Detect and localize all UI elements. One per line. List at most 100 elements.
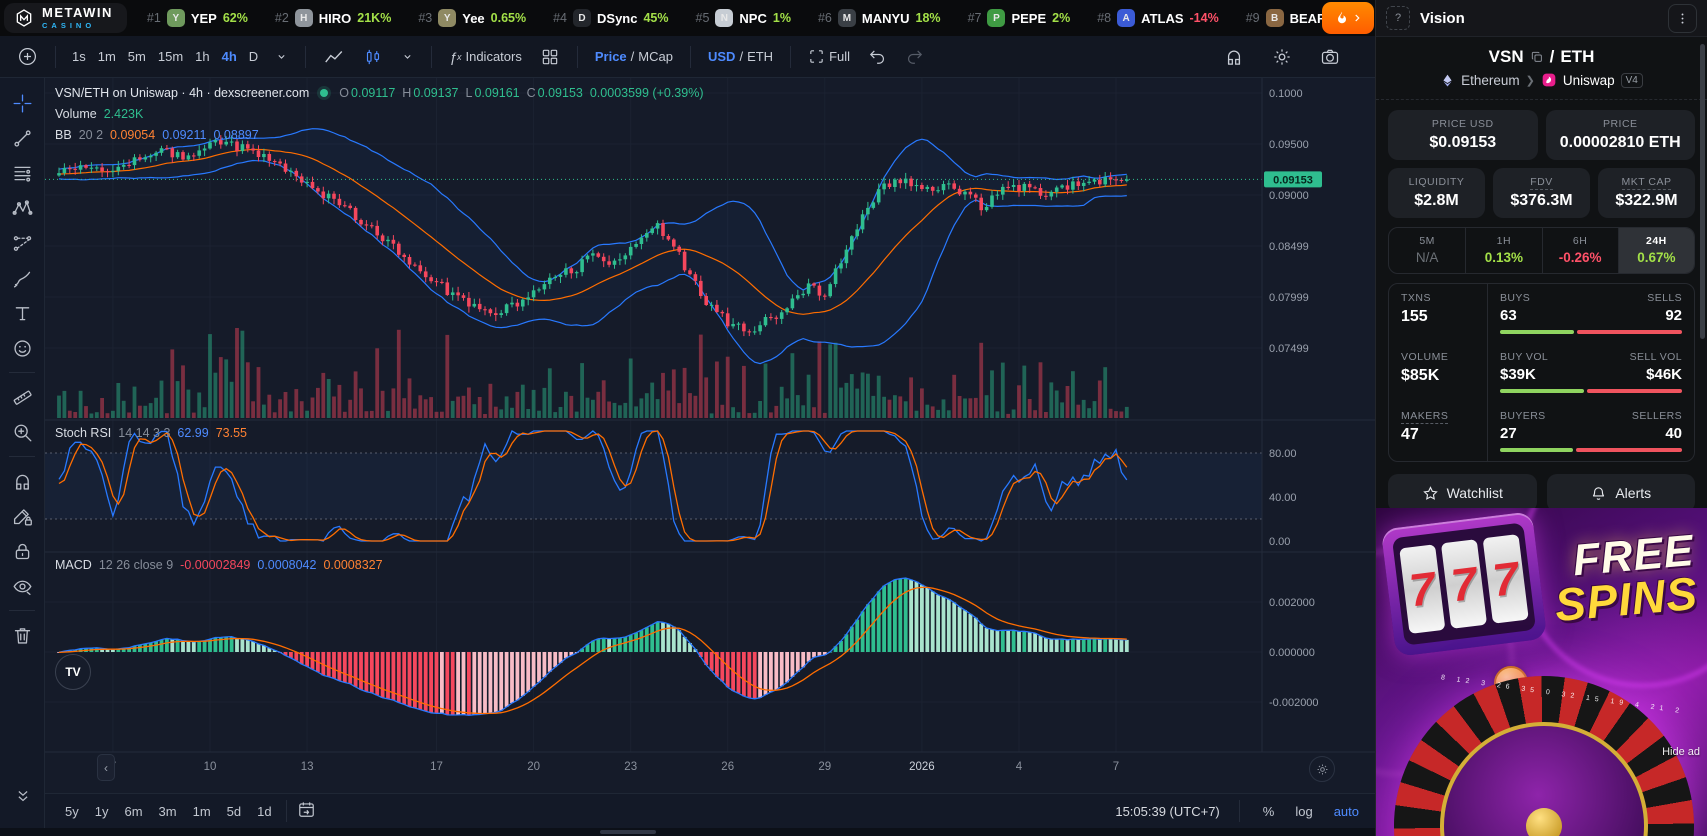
range-3m-button[interactable]: 3m bbox=[151, 800, 185, 823]
plus-circle-icon bbox=[17, 46, 38, 67]
candle-chart-type-button[interactable] bbox=[356, 42, 390, 72]
toolbar-divider bbox=[431, 45, 433, 68]
hide-all-tool-button[interactable] bbox=[7, 571, 37, 601]
delete-all-tool-button[interactable] bbox=[7, 620, 37, 650]
pair-title: VSN / ETH bbox=[1388, 47, 1695, 67]
log-scale-button[interactable]: log bbox=[1291, 801, 1316, 822]
draw-lock-tool-button[interactable] bbox=[7, 501, 37, 531]
ticker-item-hiro[interactable]: #2 H HIRO 21K% bbox=[275, 9, 391, 27]
clock-time[interactable]: 15:05:39 (UTC+7) bbox=[1115, 803, 1220, 819]
timeframe-D[interactable]: D bbox=[243, 44, 264, 69]
range-5y-button[interactable]: 5y bbox=[57, 800, 87, 823]
ticker-item-yee[interactable]: #3 Y Yee 0.65% bbox=[418, 9, 526, 27]
xabcd-pattern-tool-button[interactable] bbox=[7, 193, 37, 223]
range-1d-button[interactable]: 1d bbox=[249, 800, 279, 823]
price-chart[interactable]: 7101317202326292026470.10000.095000.0900… bbox=[45, 78, 1375, 793]
dex-name[interactable]: Uniswap bbox=[1562, 72, 1615, 88]
bb-legend[interactable]: BB 20 2 0.09054 0.09211 0.08897 bbox=[55, 128, 259, 142]
scroll-to-realtime-button[interactable] bbox=[1309, 756, 1335, 782]
trend-line-tool-button[interactable] bbox=[7, 123, 37, 153]
full-label: Full bbox=[829, 49, 851, 64]
crosshair-tool-button[interactable] bbox=[7, 88, 37, 118]
range-1m-button[interactable]: 1m bbox=[185, 800, 219, 823]
magnet-tool-button[interactable] bbox=[7, 466, 37, 496]
brush-icon bbox=[12, 268, 33, 289]
projection-tool-button[interactable] bbox=[7, 228, 37, 258]
price-cards: PRICE USD $0.09153 PRICE 0.00002810 ETH bbox=[1388, 110, 1695, 160]
ticker-item-atlas[interactable]: #8 A ATLAS -14% bbox=[1097, 9, 1219, 27]
sidebar-menu-button[interactable] bbox=[1668, 3, 1697, 33]
timeframe-1h[interactable]: 1h bbox=[189, 44, 215, 69]
timeframe-1m[interactable]: 1m bbox=[92, 44, 122, 69]
collapse-drawing-toolbar-button[interactable] bbox=[8, 781, 38, 811]
chart-type-dropdown-button[interactable] bbox=[394, 45, 421, 68]
ticker-item-pepe[interactable]: #7 P PEPE 2% bbox=[968, 9, 1070, 27]
timeframe-1s[interactable]: 1s bbox=[66, 44, 92, 69]
symbol-add-button[interactable] bbox=[10, 41, 45, 72]
range-5d-button[interactable]: 5d bbox=[219, 800, 249, 823]
collapse-handle[interactable]: ‹ bbox=[97, 754, 115, 781]
hide-ad-button[interactable]: Hide ad bbox=[1662, 746, 1700, 758]
macd-legend[interactable]: MACD 12 26 close 9 -0.00002849 0.0008042… bbox=[55, 558, 383, 572]
lock-all-tool-button[interactable] bbox=[7, 536, 37, 566]
zoom-in-tool-button[interactable] bbox=[7, 417, 37, 447]
chevrons-down-icon bbox=[14, 787, 32, 805]
ticker-item-dsync[interactable]: #4 D DSync 45% bbox=[553, 9, 669, 27]
fullscreen-button[interactable]: Full bbox=[801, 43, 857, 70]
horizontal-scrollbar-thumb[interactable] bbox=[600, 830, 656, 834]
trending-flame-button[interactable] bbox=[1322, 2, 1374, 34]
measure-tool-button[interactable] bbox=[7, 382, 37, 412]
go-to-date-button[interactable] bbox=[293, 797, 320, 825]
token-icon: A bbox=[1117, 9, 1136, 27]
vision-header: ? Vision bbox=[1376, 0, 1707, 37]
timeframe-stat-24h[interactable]: 24H 0.67% bbox=[1617, 228, 1694, 273]
ticker-item-yep[interactable]: #1 Y YEP 62% bbox=[147, 9, 248, 27]
metawin-logo-icon bbox=[14, 8, 34, 28]
alerts-button[interactable]: Alerts bbox=[1546, 474, 1695, 512]
chart-area[interactable]: 7101317202326292026470.10000.095000.0900… bbox=[45, 78, 1375, 793]
auto-scale-button[interactable]: auto bbox=[1330, 801, 1363, 822]
main-legend[interactable]: VSN/ETH on Uniswap · 4h · dexscreener.co… bbox=[55, 86, 704, 100]
price-mcap-toggle[interactable]: Price / MCap bbox=[588, 44, 680, 69]
volume-legend[interactable]: Volume 2.423K bbox=[55, 107, 143, 121]
range-6m-button[interactable]: 6m bbox=[116, 800, 150, 823]
undo-button[interactable] bbox=[861, 42, 894, 71]
timeframe-5m[interactable]: 5m bbox=[122, 44, 152, 69]
timeframe-stat-5m[interactable]: 5M N/A bbox=[1389, 228, 1465, 273]
chain-name[interactable]: Ethereum bbox=[1461, 72, 1520, 88]
line-chart-type-button[interactable] bbox=[316, 41, 352, 73]
timeframe-dropdown-button[interactable] bbox=[268, 45, 295, 68]
magnet-mode-button[interactable] bbox=[1217, 42, 1251, 72]
copy-icon[interactable] bbox=[1530, 50, 1544, 64]
metawin-casino-logo[interactable]: METAWIN CASINO bbox=[4, 3, 127, 33]
chevron-right-icon bbox=[1351, 12, 1363, 24]
layout-grid-button[interactable] bbox=[533, 42, 567, 72]
emoji-tool-button[interactable] bbox=[7, 333, 37, 363]
ticker-item-manyu[interactable]: #6 M MANYU 18% bbox=[818, 9, 941, 27]
timeframe-stat-6h[interactable]: 6H -0.26% bbox=[1541, 228, 1618, 273]
percent-scale-button[interactable]: % bbox=[1259, 801, 1279, 822]
token-name: Yee bbox=[462, 10, 485, 26]
timeframe-4h[interactable]: 4h bbox=[216, 44, 243, 69]
usd-eth-toggle[interactable]: USD / ETH bbox=[701, 44, 780, 69]
ticker-item-npc[interactable]: #5 N NPC 1% bbox=[696, 9, 791, 27]
timeframe-stat-1h[interactable]: 1H 0.13% bbox=[1465, 228, 1541, 273]
chart-settings-button[interactable] bbox=[1265, 42, 1299, 72]
brush-tool-button[interactable] bbox=[7, 263, 37, 293]
redo-button[interactable] bbox=[898, 42, 931, 71]
help-icon[interactable]: ? bbox=[1386, 6, 1410, 30]
stoch-rsi-legend[interactable]: Stoch RSI 14 14 3 3 62.99 73.55 bbox=[55, 426, 247, 440]
timeframe-15m[interactable]: 15m bbox=[152, 44, 189, 69]
screenshot-button[interactable] bbox=[1313, 42, 1347, 72]
sidebar-scrollbar-thumb[interactable] bbox=[1700, 44, 1705, 339]
horizontal-scrollbar[interactable] bbox=[0, 828, 1375, 836]
macd-name: MACD bbox=[55, 558, 92, 572]
fib-retracement-tool-button[interactable] bbox=[7, 158, 37, 188]
range-1y-button[interactable]: 1y bbox=[87, 800, 117, 823]
sell-bar-segment bbox=[1576, 448, 1682, 452]
text-tool-button[interactable] bbox=[7, 298, 37, 328]
tradingview-logo[interactable]: TV bbox=[55, 654, 91, 690]
watchlist-button[interactable]: Watchlist bbox=[1388, 474, 1537, 512]
